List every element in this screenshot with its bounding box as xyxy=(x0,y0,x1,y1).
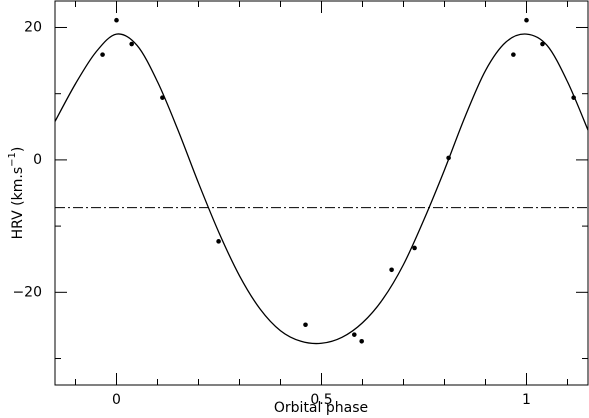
data-point xyxy=(524,17,529,23)
x-axis-label: Orbital phase xyxy=(274,400,368,416)
data-point xyxy=(216,239,221,244)
x-tick-label: 1 xyxy=(522,392,531,408)
data-point xyxy=(100,52,105,57)
x-tick-label: 0 xyxy=(112,392,121,408)
y-tick-label: 0 xyxy=(33,152,42,168)
data-point xyxy=(511,52,516,57)
data-point xyxy=(540,41,545,47)
data-point xyxy=(389,267,394,273)
fit-curve xyxy=(54,33,589,345)
x-tick-label: 0.5 xyxy=(310,392,332,408)
y-tick-label: −20 xyxy=(12,284,42,300)
y-tick-label: 20 xyxy=(24,19,42,35)
plot-frame xyxy=(54,0,589,386)
data-point xyxy=(412,245,417,251)
data-point xyxy=(114,17,119,23)
data-point xyxy=(359,339,364,344)
data-point xyxy=(352,332,357,337)
data-point xyxy=(303,322,308,328)
data-point xyxy=(129,41,134,47)
y-axis-label: HRV (km.s−1) xyxy=(7,147,26,240)
